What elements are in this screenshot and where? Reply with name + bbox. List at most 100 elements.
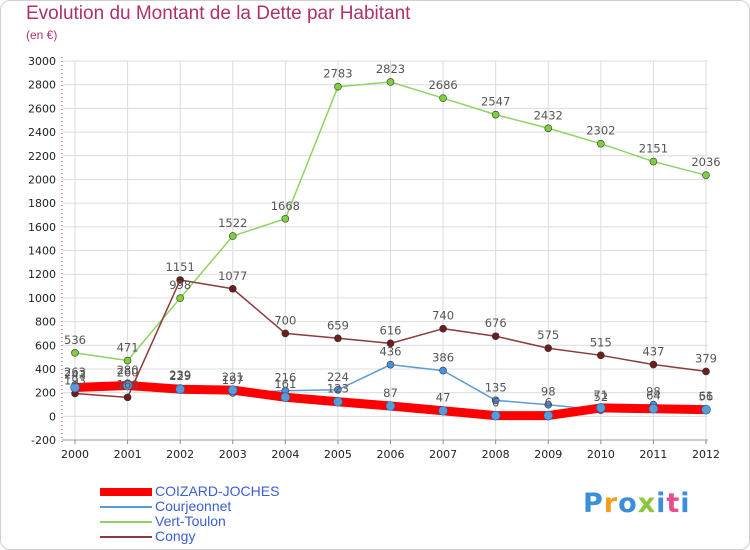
data-label: 221 [222,370,244,384]
data-point [491,332,500,341]
proxiti-logo: Proxiti [583,488,691,519]
y-tick-label: 1200 [28,268,56,281]
data-label: 998 [169,278,191,292]
chart-subtitle: (en €) [26,28,58,42]
data-label: 193 [64,373,86,387]
data-label: 260 [117,366,139,380]
y-tick-label: 2800 [28,79,56,92]
x-tick-label: 2010 [587,448,615,461]
data-point [334,385,342,394]
logo-letter: i [680,488,691,519]
data-label: 6 [545,396,552,410]
data-point [176,276,184,284]
data-label: 2036 [691,155,720,169]
data-label: 676 [485,316,507,330]
data-point [491,110,500,119]
data-point [702,171,710,179]
y-tick-label: 800 [35,316,56,329]
data-point [649,360,658,369]
data-label: 2302 [586,124,615,138]
data-point [648,403,659,414]
data-label: 1077 [218,269,247,283]
x-tick-label: 2001 [114,448,142,461]
data-point [227,385,238,395]
x-tick-label: 2003 [219,448,247,461]
x-tick-label: 2008 [482,448,510,461]
y-tick-label: 2000 [28,173,56,186]
data-point [490,410,501,421]
x-tick-label: 2002 [166,448,194,461]
data-point [438,405,448,416]
data-label: 135 [485,380,507,394]
data-label: 700 [274,313,296,327]
data-point [122,380,133,391]
logo-letter: r [603,488,619,519]
y-tick-label: 1400 [28,245,56,258]
data-label: 1668 [271,199,300,213]
data-label: 229 [169,369,191,383]
data-point [543,410,554,421]
data-label: 216 [274,371,296,385]
data-point [175,384,185,394]
data-label: 386 [432,351,454,365]
logo-letter: i [656,488,667,519]
data-label: 56 [699,390,714,404]
data-label: 2151 [639,142,668,156]
chart-title: Evolution du Montant de la Dette par Hab… [26,3,411,24]
data-label: 437 [642,345,664,359]
x-tick-label: 2007 [429,448,457,461]
x-tick-label: 2005 [324,448,352,461]
data-label: 47 [436,391,451,405]
data-point [544,344,553,353]
data-point [385,401,396,411]
x-tick-label: 2000 [61,448,89,461]
data-label: 536 [64,333,86,347]
data-label: 740 [432,309,454,323]
series-layer [70,78,711,421]
data-point [334,334,342,343]
legend-label-courjeonnet: Courjeonnet [155,498,232,514]
x-tick-label: 2004 [271,448,299,461]
axes-layer: -200 0 200 400 600 800 1000 1200 1400 1600 1800 200… [28,55,720,461]
legend-swatch-vert-toulon [100,521,152,523]
data-label: 1522 [218,216,247,230]
data-labels-layer: 536 471 998 1522 1668 2783 2823 2686 2547 2432 230… [64,62,721,410]
data-point [597,351,605,360]
data-label: 224 [327,370,349,384]
data-label: 2432 [534,108,563,122]
data-label: 123 [327,382,349,396]
x-tick-label: 2006 [377,448,405,461]
data-point [386,78,395,86]
logo-letter: x [637,488,657,519]
data-label: 659 [327,318,349,332]
legend-swatch-coizard-joches [100,488,152,496]
data-point [228,284,237,293]
data-label: 2686 [428,78,457,92]
y-tick-label: 600 [35,339,56,352]
y-tick-label: 1000 [28,292,56,305]
data-label: 52 [594,390,609,404]
y-tick-label: 2600 [28,102,56,115]
y-tick-label: 1600 [28,221,56,234]
data-label: 436 [380,345,402,359]
data-label: 471 [117,341,139,355]
data-label: 243 [64,368,86,382]
x-tick-label: 2011 [639,448,667,461]
data-point [70,382,80,393]
data-label: 87 [383,386,398,400]
data-label: 2783 [323,67,352,81]
data-label: 197 [222,373,244,387]
grid-layer [62,60,708,441]
data-point [596,403,606,413]
data-point [334,82,342,91]
legend-label-vert-toulon: Vert-Toulon [155,513,226,529]
x-tick-label: 2012 [692,448,720,461]
data-point [544,124,553,133]
data-label: 575 [537,328,559,342]
data-label: 2547 [481,95,510,109]
x-tick-label: 2009 [534,448,562,461]
data-label: 160 [117,377,139,391]
data-label: 6 [492,396,499,410]
legend-swatch-courjeonnet [100,506,152,508]
